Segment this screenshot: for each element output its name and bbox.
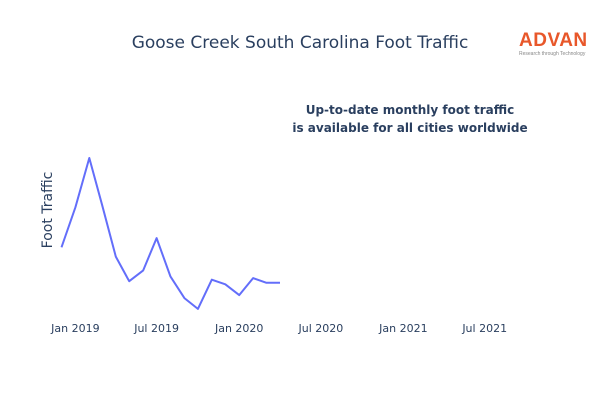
x-tick-label: Jul 2019 — [133, 322, 179, 335]
chart-title: Goose Creek South Carolina Foot Traffic — [131, 33, 469, 53]
x-tick-label: Jan 2019 — [50, 322, 99, 335]
logo-tagline: Research through Technology — [519, 51, 586, 57]
series-line — [60, 157, 280, 310]
x-tick-label: Jan 2020 — [214, 322, 263, 335]
advan-logo: ADVAN Research through Technology — [519, 31, 591, 57]
promo-annotation: Up-to-date monthly foot traffic is avail… — [260, 101, 560, 137]
logo-wordmark: ADVAN — [519, 30, 588, 51]
x-tick-label: Jul 2021 — [461, 322, 507, 335]
x-tick-label: Jan 2021 — [378, 322, 427, 335]
x-tick-label: Jul 2020 — [298, 322, 344, 335]
annotation-line-2: is available for all cities worldwide — [292, 121, 528, 135]
annotation-line-1: Up-to-date monthly foot traffic — [305, 103, 515, 117]
